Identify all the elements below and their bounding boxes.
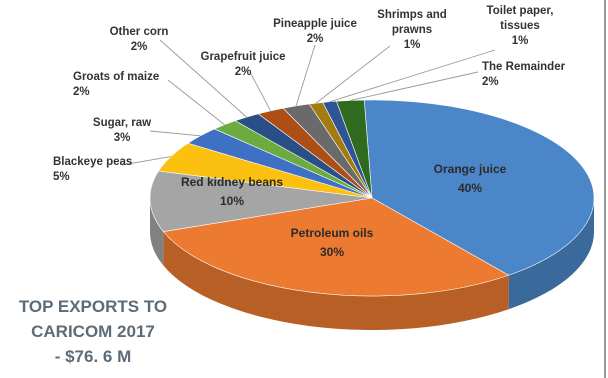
- leader-line: [249, 71, 271, 112]
- pie-slice-side: [163, 231, 509, 331]
- slice-label: Other corn 2%: [110, 26, 169, 53]
- leader-line: [159, 39, 247, 118]
- pie-slice: [336, 99, 373, 199]
- leader-line: [295, 44, 316, 107]
- pie-slice-side: [508, 198, 594, 310]
- slice-label: Grapefruit juice 2%: [201, 51, 286, 78]
- leader-line: [350, 71, 479, 101]
- slice-label: Groats of maize 2%: [73, 71, 159, 98]
- divider: [604, 0, 606, 378]
- chart-title: TOP EXPORTS TO CARICOM 2017 - $76. 6 M: [18, 297, 168, 366]
- slice-label: Red kidney beans 10%: [181, 175, 283, 208]
- slice-label: Shrimps and prawns 1%: [377, 9, 447, 51]
- pie-top: [149, 99, 595, 297]
- pie-side: [150, 198, 594, 331]
- slice-label: Blackeye peas 5%: [53, 156, 132, 183]
- leader-line: [315, 45, 391, 104]
- pie-labels: Orange juice 40% Petroleum oils 30%Red kidn…: [53, 5, 566, 259]
- pie-slice-side: [150, 198, 164, 266]
- slice-label: Toilet paper, tissues 1%: [487, 5, 554, 47]
- pie-slice: [363, 99, 595, 276]
- slice-label: Sugar, raw 3%: [93, 117, 151, 144]
- slice-label: The Remainder 2%: [482, 61, 566, 88]
- leader-line: [167, 79, 225, 126]
- slice-label: Pineapple juice 2%: [273, 18, 357, 45]
- leader-line: [329, 49, 496, 103]
- leader-line: [149, 130, 201, 137]
- leader-line: [121, 156, 171, 166]
- slice-label: Petroleum oils 30%: [291, 226, 374, 259]
- pie-slice: [162, 197, 510, 297]
- slice-label: Orange juice 40%: [434, 162, 507, 195]
- pie-slice: [149, 170, 373, 232]
